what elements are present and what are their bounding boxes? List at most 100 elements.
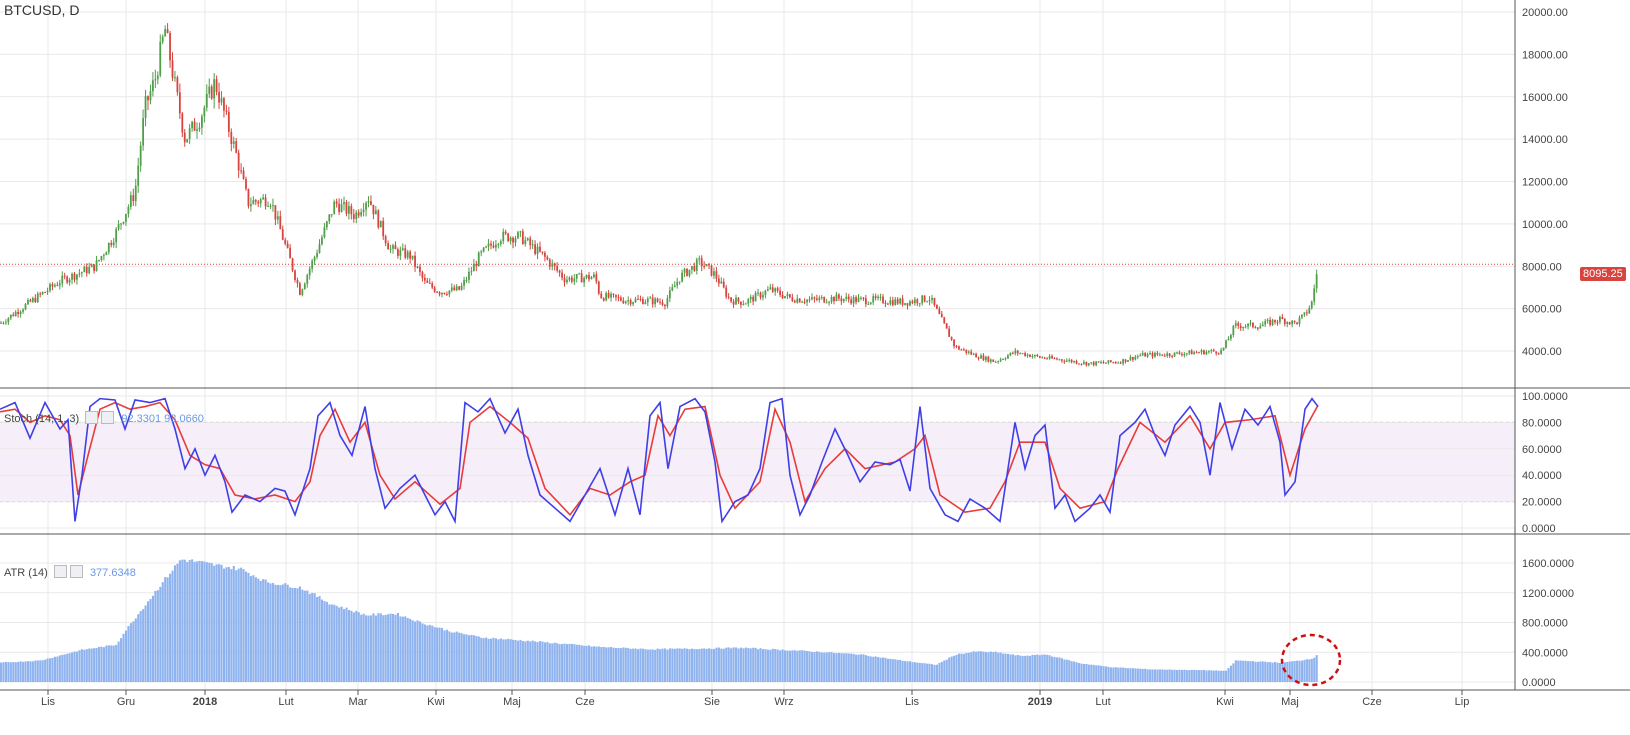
candle-body — [818, 297, 821, 300]
atr-bar — [49, 658, 52, 682]
candle-body — [490, 243, 492, 246]
atr-bar — [786, 650, 789, 682]
candle-body — [1004, 358, 1007, 360]
candle-body — [899, 298, 902, 304]
atr-bar — [735, 647, 738, 682]
atr-bar — [122, 633, 125, 682]
candle-body — [992, 359, 995, 362]
atr-bar — [602, 646, 605, 682]
x-tick-label: Sie — [704, 696, 720, 708]
atr-label: ATR (14) — [4, 567, 48, 579]
candle-body — [85, 266, 88, 274]
candle-body — [521, 231, 524, 245]
candle-body — [698, 258, 701, 260]
atr-bar — [320, 599, 324, 682]
candle-body — [850, 299, 853, 304]
candle-body — [570, 277, 573, 282]
atr-bar — [803, 650, 806, 682]
stoch-close-icon[interactable] — [101, 411, 115, 424]
candle-body — [948, 328, 951, 337]
candle-body — [68, 279, 71, 283]
candle-body — [1112, 362, 1115, 364]
atr-bar — [1104, 666, 1108, 682]
atr-bar — [612, 647, 615, 682]
atr-bar — [1100, 665, 1103, 682]
candle-body — [504, 231, 507, 234]
atr-bar — [784, 650, 787, 682]
candle-body — [913, 299, 916, 304]
candle-body — [514, 238, 517, 243]
candle-body — [612, 293, 615, 295]
candle-body — [338, 203, 340, 212]
atr-bar — [1300, 660, 1304, 682]
atr-bar — [203, 561, 206, 682]
stoch-settings-icon[interactable] — [85, 411, 99, 424]
candle-body — [1178, 352, 1181, 355]
candle-body — [289, 247, 291, 259]
candle-body — [884, 302, 887, 304]
candle-body — [80, 272, 83, 274]
atr-bar — [678, 648, 681, 682]
candle-body — [977, 357, 980, 359]
atr-bar — [739, 647, 742, 682]
atr-bar — [654, 649, 657, 682]
atr-bar — [867, 655, 870, 682]
candle-body — [610, 293, 612, 298]
candle-body — [1193, 352, 1196, 355]
candle-body — [1266, 319, 1269, 322]
atr-bar — [2, 662, 5, 682]
candle-body — [497, 244, 500, 246]
candle-body — [19, 311, 22, 315]
candle-body — [553, 263, 556, 267]
atr-bar — [825, 652, 828, 682]
candle-body — [450, 287, 453, 291]
candle-body — [813, 297, 816, 299]
candle-body — [294, 270, 296, 281]
candle-body — [1056, 358, 1058, 360]
atr-bar — [436, 627, 439, 682]
candle-body — [664, 304, 666, 307]
candle-body — [556, 266, 559, 271]
atr-bar — [490, 638, 493, 682]
atr-bar — [186, 562, 189, 682]
candle-body — [428, 282, 431, 284]
atr-bar — [418, 621, 422, 682]
atr-bar — [100, 646, 103, 682]
candle-body — [916, 299, 919, 304]
atr-bar — [252, 575, 255, 682]
atr-bar — [196, 561, 199, 682]
atr-bar — [149, 599, 152, 682]
candle-body — [1041, 357, 1044, 359]
atr-bar — [561, 644, 564, 682]
atr-settings-icon[interactable] — [53, 565, 67, 578]
candle-body — [240, 170, 242, 172]
candle-body — [1060, 359, 1063, 361]
candle-body — [465, 279, 468, 281]
candle-body — [502, 231, 505, 242]
candle-body — [1068, 359, 1071, 361]
atr-bar — [703, 648, 706, 682]
candle-body — [896, 299, 899, 304]
atr-close-icon[interactable] — [69, 565, 83, 578]
atr-bar — [992, 652, 995, 682]
candle-body — [308, 268, 311, 276]
y-tick-label: 80.0000 — [1522, 417, 1562, 429]
atr-bar — [884, 657, 887, 682]
candle-body — [936, 305, 938, 309]
atr-bar — [44, 659, 47, 682]
candle-body — [56, 285, 59, 287]
atr-bar — [56, 656, 59, 682]
stoch-legend: Stoch (14, 1, 3) 92.3301 93.0660 — [4, 411, 204, 425]
atr-bar — [886, 658, 889, 682]
atr-bar — [982, 651, 985, 682]
atr-bar — [360, 614, 363, 682]
atr-bar — [911, 662, 914, 682]
candle-body — [144, 96, 147, 119]
atr-bar — [1276, 662, 1279, 682]
candle-body — [539, 246, 541, 252]
atr-bar — [80, 649, 83, 682]
atr-bar — [93, 648, 96, 682]
atr-bar — [1171, 669, 1174, 682]
candle-body — [668, 290, 671, 299]
